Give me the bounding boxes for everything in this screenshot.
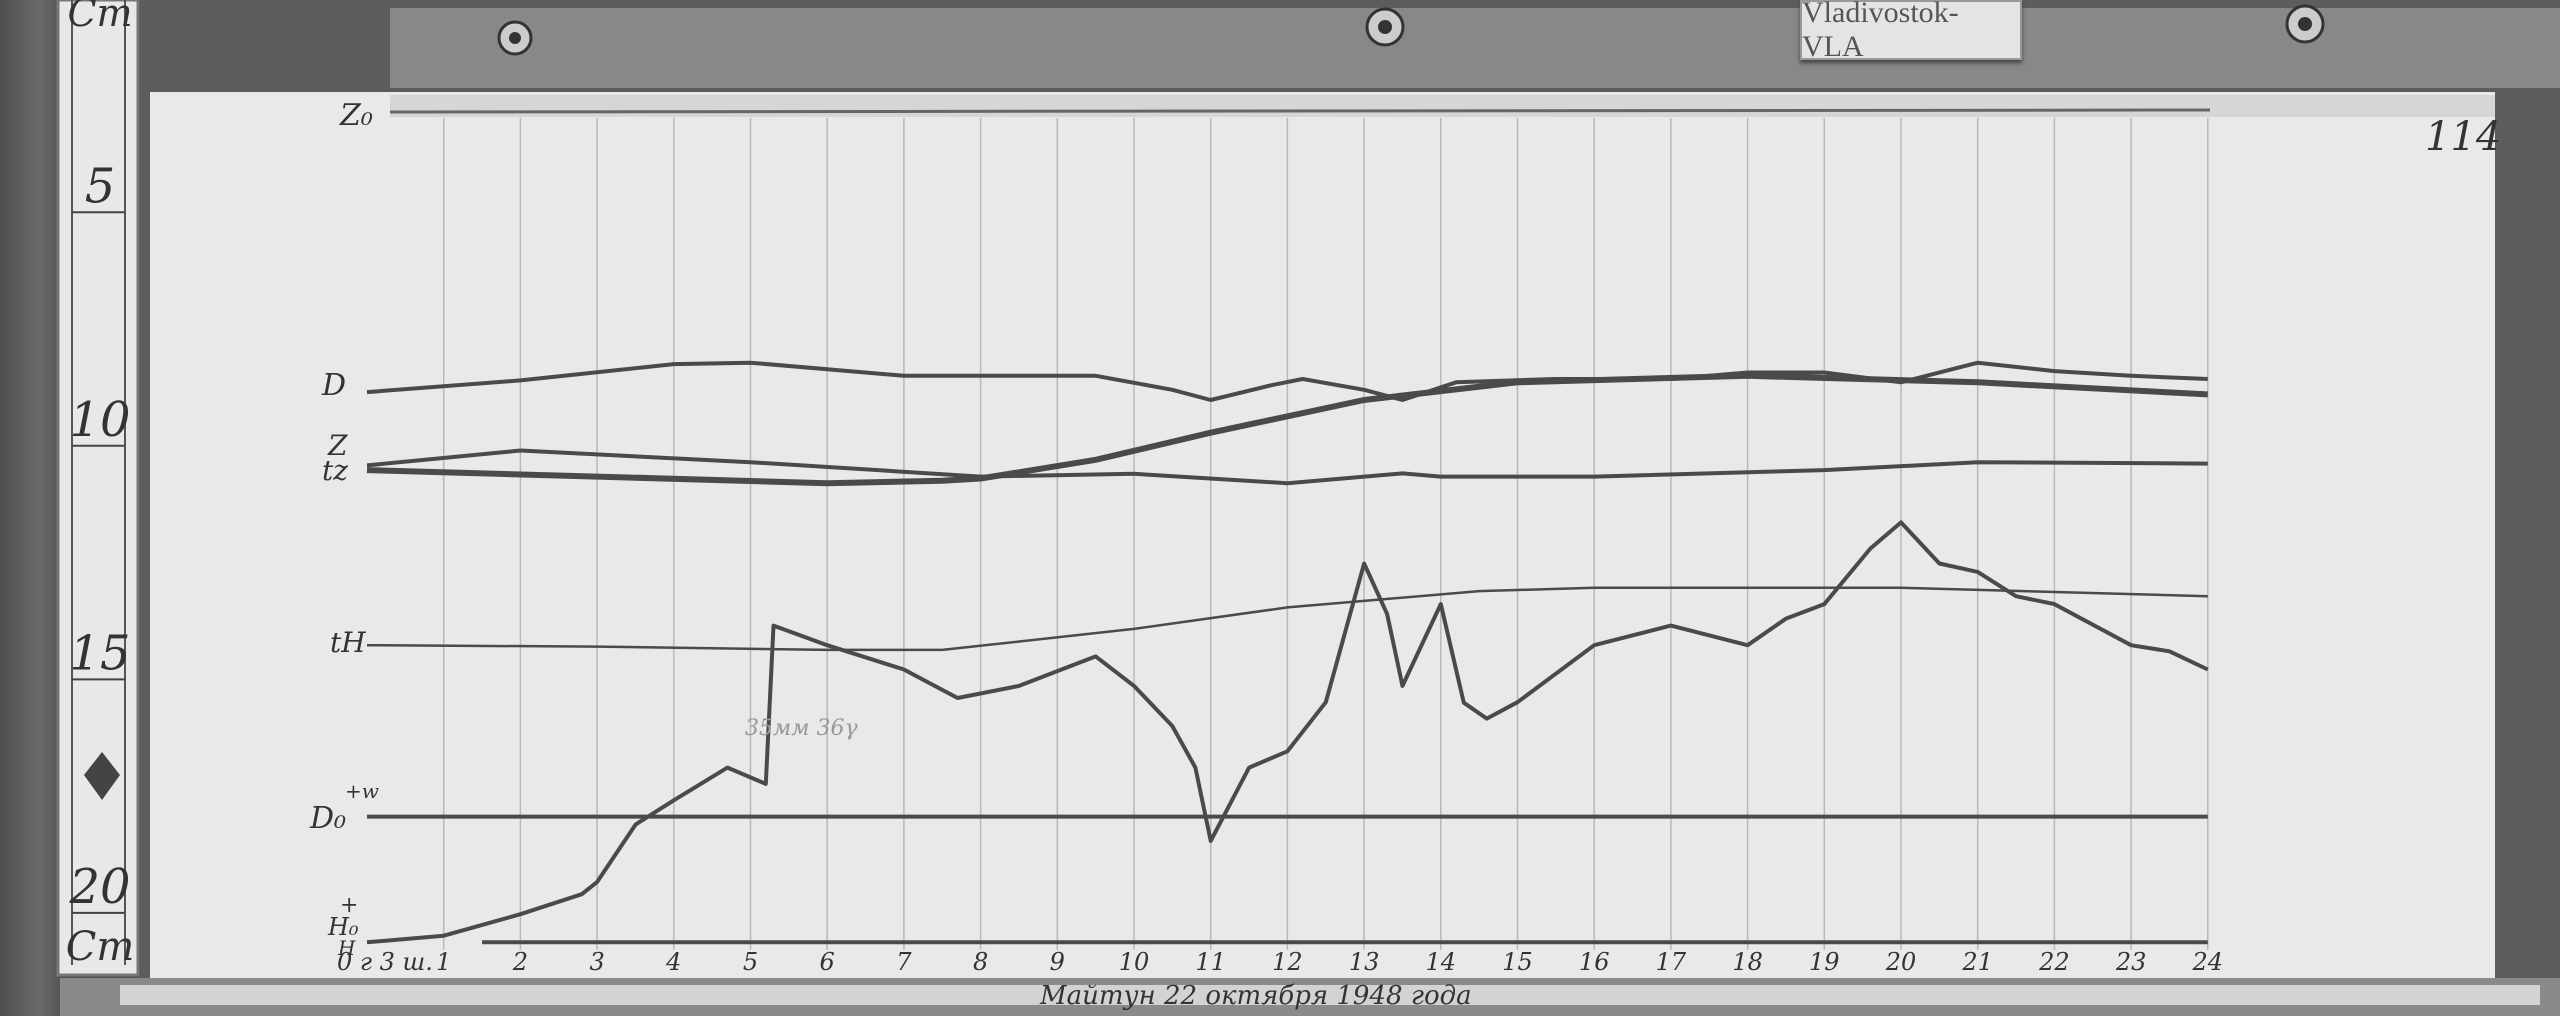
label-th: tH <box>330 626 366 659</box>
hour-tick-label: 17 <box>1656 948 1687 976</box>
hour-tick-label: 19 <box>1809 948 1840 976</box>
hour-tick-label: 22 <box>2038 948 2070 976</box>
hour-tick-label: 6 <box>820 948 835 976</box>
label-d: D <box>321 368 346 403</box>
hour-tick-label: 24 <box>2192 948 2224 976</box>
label-d0: D₀ <box>309 801 346 836</box>
hour-tick-label: 10 <box>1119 948 1150 976</box>
ruler-mark-label: 15 <box>69 625 130 681</box>
hour-tick-label: 1 <box>436 948 451 976</box>
sheet-number: 114 <box>2425 114 2501 160</box>
hour-tick-label: 3 <box>589 948 604 976</box>
screw-icon <box>497 20 533 56</box>
label-tz: tz <box>322 454 348 487</box>
ruler-mark-label: 10 <box>69 392 130 448</box>
hour-tick-label: 16 <box>1579 948 1610 976</box>
trace-z-line <box>366 448 2208 486</box>
label-d0-sign: +w <box>345 779 379 803</box>
hour-tick-label: 8 <box>973 948 988 976</box>
screw-icon <box>2285 4 2325 44</box>
top-clamp <box>390 8 2560 88</box>
hour-tick-label: 4 <box>665 948 681 976</box>
hour-tick-label: 7 <box>896 948 912 976</box>
ruler-marker-icon <box>84 752 120 800</box>
label-h: H <box>337 936 356 960</box>
hour-tick-label: 12 <box>1272 948 1303 976</box>
label-z: Z <box>327 429 348 462</box>
label-h0: H₀ <box>327 913 359 941</box>
hour-tick-label: 20 <box>1885 948 1917 976</box>
hour-tick-label: 21 <box>1961 948 1993 976</box>
trace-tz-line <box>366 372 2208 487</box>
hour-tick-label: 2 <box>512 948 528 976</box>
caption: Майтун 22 октября 1948 года <box>1039 981 1472 1011</box>
hour-tick-label: 15 <box>1502 948 1533 976</box>
hour-tick-label: 18 <box>1732 948 1763 976</box>
hour-tick-label: 9 <box>1050 948 1065 976</box>
hour-tick-label: 0 г 3 ш. <box>337 948 433 976</box>
screw-icon <box>1365 7 1405 47</box>
ruler-unit-bottom: Cm <box>66 924 135 970</box>
handwritten-note: 35мм 36γ <box>745 716 858 741</box>
ruler-mark-label: 5 <box>85 158 116 214</box>
chart-paper <box>150 92 2495 990</box>
trace-h-line <box>366 520 2209 945</box>
hour-tick-label: 11 <box>1195 948 1226 976</box>
hour-tick-label: 14 <box>1426 948 1457 976</box>
station-label: Vladivostok-VLA <box>1800 0 2022 63</box>
label-z0: Z₀ <box>339 98 373 133</box>
hour-tick-label: 5 <box>743 948 758 976</box>
trace-th-line <box>366 586 2208 652</box>
label-h0-sign: + <box>340 893 358 918</box>
ruler-mark-label: 20 <box>68 859 130 915</box>
hour-tick-label: 23 <box>2115 948 2147 976</box>
hour-tick-label: 13 <box>1349 948 1380 976</box>
ruler-unit-top: Cm <box>67 0 132 35</box>
